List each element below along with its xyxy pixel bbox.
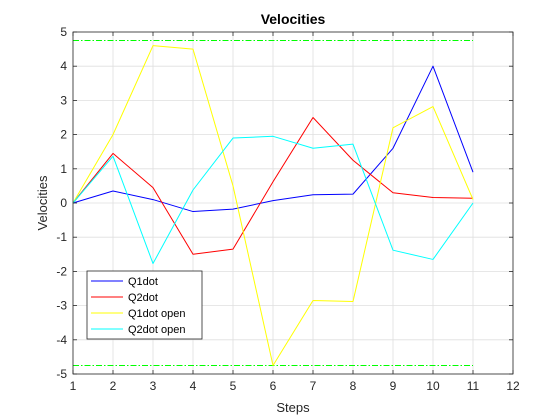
x-tick-label-1: 2	[110, 379, 117, 393]
legend-label-2: Q1dot open	[128, 308, 186, 320]
legend-label-0: Q1dot	[128, 276, 158, 288]
y-tick-label-0: -5	[56, 367, 67, 381]
x-tick-label-5: 6	[270, 379, 277, 393]
legend-label-1: Q2dot	[128, 292, 158, 304]
y-axis-ticks: -5 -4 -3 -2 -1 0 1 2 3 4 5	[56, 25, 513, 381]
x-tick-label-9: 10	[426, 379, 440, 393]
legend: Q1dot Q2dot Q1dot open Q2dot open	[86, 270, 203, 340]
y-tick-label-3: -2	[56, 264, 67, 278]
x-tick-label-8: 9	[390, 379, 397, 393]
x-tick-label-10: 11	[467, 379, 480, 393]
y-tick-label-10: 5	[60, 25, 67, 39]
y-tick-label-5: 0	[60, 196, 67, 210]
series-line-2	[72, 45, 474, 366]
y-tick-label-1: -4	[56, 333, 67, 347]
x-tick-label-6: 7	[310, 379, 317, 393]
x-axis-title: Steps	[276, 400, 310, 415]
y-tick-label-4: -1	[56, 230, 67, 244]
chart-title: Velocities	[261, 11, 326, 27]
series-line-3	[72, 135, 474, 265]
data-series	[72, 45, 474, 366]
x-tick-label-0: 1	[70, 379, 77, 393]
y-tick-label-8: 3	[60, 93, 67, 107]
y-tick-label-2: -3	[56, 299, 67, 313]
x-tick-label-3: 4	[190, 379, 197, 393]
x-axis-ticks: 1 2 3 4 5 6 7 8 9 10 11 12	[70, 32, 520, 393]
x-tick-label-7: 8	[350, 379, 357, 393]
y-tick-label-7: 2	[60, 128, 67, 142]
y-tick-label-6: 1	[60, 162, 67, 176]
x-tick-label-2: 3	[150, 379, 157, 393]
y-tick-label-9: 4	[60, 59, 67, 73]
y-axis-title: Velocities	[35, 175, 50, 230]
x-tick-label-4: 5	[230, 379, 237, 393]
legend-box	[86, 270, 203, 340]
series-line-1	[72, 117, 474, 255]
legend-label-3: Q2dot open	[128, 324, 186, 336]
x-tick-label-11: 12	[506, 379, 520, 393]
